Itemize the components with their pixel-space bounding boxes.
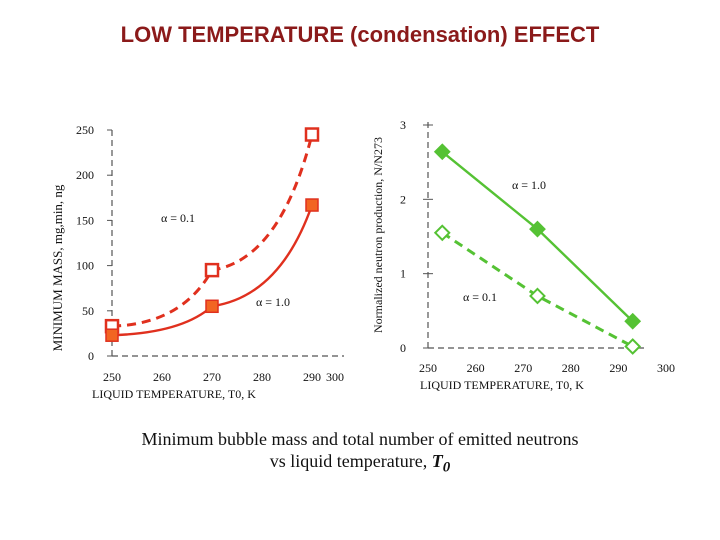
neutron-y-tick-label: 2 — [400, 192, 406, 206]
mass-x-label: LIQUID TEMPERATURE, T0, K — [92, 387, 256, 401]
mass-x-tick-label: 280 — [253, 370, 271, 384]
neutron-series-1-point — [624, 312, 642, 330]
mass-y-tick-label: 100 — [76, 259, 94, 273]
neutron-y-tick-label: 0 — [400, 341, 406, 355]
mass-x-tick-label: 260 — [153, 370, 171, 384]
neutron-series-1-point — [433, 143, 451, 161]
neutron-series-2-point — [624, 338, 642, 355]
mass-y-tick-label: 50 — [82, 304, 94, 318]
mass-y-tick-label: 250 — [76, 123, 94, 137]
neutron-x-tick-label: 280 — [562, 361, 580, 375]
neutron-x-tick-label: 260 — [467, 361, 485, 375]
mass-x-tick-label: 250 — [103, 370, 121, 384]
mass-series-1-point — [204, 262, 220, 278]
neutron-y-label: Normalized neutron production, N/N273 — [371, 137, 385, 333]
mass-annotation: α = 0.1 — [161, 211, 195, 225]
neutron-series-1-point — [529, 220, 546, 238]
caption-symbol: T — [431, 451, 443, 471]
mass-x-tick-label: 300 — [326, 370, 344, 384]
neutron-x-label: LIQUID TEMPERATURE, T0, K — [420, 378, 584, 392]
caption-line-2-prefix: vs liquid temperature, — [269, 451, 432, 471]
mass-x-tick-label: 290 — [303, 370, 321, 384]
page-title: LOW TEMPERATURE (condensation) EFFECT — [120, 22, 600, 47]
mass-series-2-point — [305, 198, 319, 212]
neutron-x-tick-label: 300 — [657, 361, 675, 375]
neutron-x-tick-label: 270 — [514, 361, 532, 375]
mass-y-tick-label: 150 — [76, 213, 94, 227]
neutron-annotation: α = 1.0 — [512, 178, 546, 192]
caption-subscript: 0 — [442, 459, 451, 476]
mass-y-tick-label: 0 — [88, 349, 94, 363]
mass-series-1-point — [304, 127, 320, 142]
neutron-y-tick-label: 3 — [400, 118, 406, 132]
neutron-series-2-point — [529, 287, 546, 305]
mass-series-2-point — [205, 299, 219, 314]
figure-caption: Minimum bubble mass and total number of … — [100, 428, 620, 479]
caption-line-1: Minimum bubble mass and total number of … — [141, 429, 579, 449]
caption-line-2: vs liquid temperature, T0 — [100, 450, 620, 479]
neutron-annotation: α = 0.1 — [463, 290, 497, 304]
mass-series-2-point — [105, 328, 119, 342]
neutron-x-tick-label: 290 — [609, 361, 627, 375]
neutron-series-2-line — [441, 231, 634, 348]
mass-y-tick-label: 200 — [76, 168, 94, 182]
neutron-x-tick-label: 250 — [419, 361, 437, 375]
neutron-series-2-point — [433, 224, 451, 242]
mass-annotation: α = 1.0 — [256, 295, 290, 309]
neutron-y-tick-label: 1 — [400, 267, 406, 281]
mass-x-tick-label: 270 — [203, 370, 221, 384]
mass-y-label: MINIMUM MASS, mg,min, ng — [50, 184, 65, 351]
